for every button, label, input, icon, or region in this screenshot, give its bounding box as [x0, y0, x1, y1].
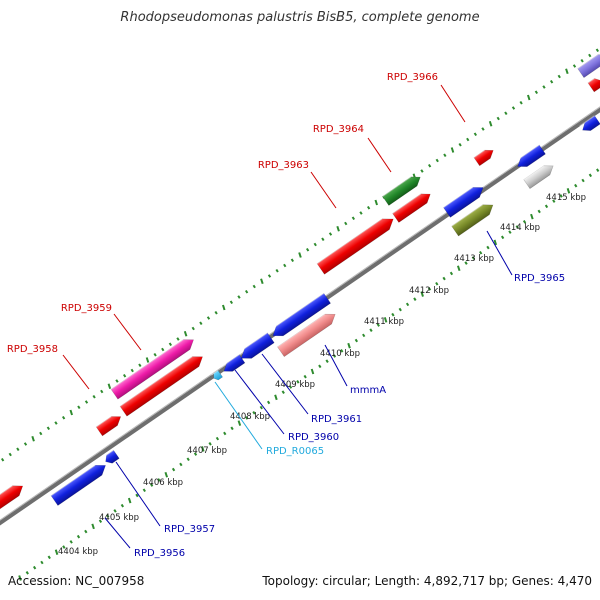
gene-label[interactable]: RPD_3964	[313, 124, 364, 135]
gene-arrow[interactable]	[119, 352, 206, 417]
scale-label: 4404 kbp	[58, 547, 98, 557]
gene-callouts: RPD_3956 RPD_3957 RPD_3958 RPD_3959 RPD_R006…	[7, 72, 565, 559]
gene-arrow-rpd-3959[interactable]	[110, 335, 197, 400]
callout-line	[324, 344, 348, 387]
callout-line	[440, 84, 466, 123]
gene-label[interactable]: RPD_3965	[514, 273, 565, 284]
gene-label[interactable]: RPD_3960	[288, 432, 339, 443]
gene-label[interactable]: RPD_3961	[311, 414, 362, 425]
gene-arrow[interactable]	[269, 292, 331, 340]
scale-label: 4405 kbp	[99, 513, 139, 523]
scale-label: 4414 kbp	[500, 223, 540, 233]
map-title: Rhodopseudomonas palustris BisB5, comple…	[120, 10, 480, 25]
accession-text: Accession: NC_007958	[8, 574, 145, 588]
gene-arrow-rpd-3956[interactable]	[50, 460, 109, 506]
gene-arrow-rpd-3957[interactable]	[102, 449, 120, 466]
gene-features	[0, 54, 600, 526]
callout-line	[104, 517, 131, 549]
genome-summary-text: Topology: circular; Length: 4,892,717 bp…	[262, 574, 592, 588]
gene-arrow-rpd-3963[interactable]	[316, 214, 397, 275]
callout-line	[234, 369, 285, 435]
scale-label: 4415 kbp	[546, 193, 586, 203]
scale-label: 4406 kbp	[143, 478, 183, 488]
callout-line	[115, 461, 161, 527]
scale-labels: 4404 kbp 4405 kbp 4406 kbp 4407 kbp 4408 kbp…	[58, 193, 586, 557]
gene-arrow-mmma[interactable]	[277, 309, 338, 358]
gene-label[interactable]: RPD_3966	[387, 72, 438, 83]
gene-arrow-rpd-3964[interactable]	[382, 173, 424, 206]
gene-arrow-rpd-3966[interactable]	[473, 146, 496, 167]
gene-arrow-rpd-3960[interactable]	[220, 354, 246, 376]
gene-arrow[interactable]	[514, 144, 546, 171]
gene-arrow[interactable]	[392, 190, 434, 223]
callout-line	[261, 353, 309, 415]
gene-arrow-rpd-3958[interactable]	[95, 412, 124, 437]
callout-line	[367, 137, 392, 173]
gene-arrow[interactable]	[587, 76, 600, 93]
gene-arrow[interactable]	[443, 183, 486, 218]
gene-label[interactable]: RPD_3956	[134, 548, 185, 559]
gene-label[interactable]: RPD_3959	[61, 303, 112, 314]
scale-label: 4411 kbp	[364, 317, 404, 327]
callout-line	[113, 313, 142, 351]
scale-label: 4409 kbp	[275, 380, 315, 390]
outer-tick-rail	[0, 48, 600, 462]
gene-label[interactable]: RPD_3957	[164, 524, 215, 535]
gene-arrow[interactable]	[0, 481, 26, 526]
scale-label: 4408 kbp	[230, 412, 270, 422]
gene-label[interactable]: mmmA	[350, 385, 386, 396]
scale-label: 4407 kbp	[187, 446, 227, 456]
callout-line	[214, 381, 263, 450]
gene-arrow-rpd-r0065[interactable]	[211, 369, 223, 381]
gene-label[interactable]: RPD_3963	[258, 160, 309, 171]
scale-label: 4410 kbp	[320, 349, 360, 359]
gene-label[interactable]: RPD_3958	[7, 344, 58, 355]
gene-arrow-rpd-3961[interactable]	[237, 332, 275, 363]
gene-arrow[interactable]	[523, 161, 557, 189]
callout-line	[62, 354, 90, 390]
scale-label: 4413 kbp	[454, 254, 494, 264]
inner-tick-rail	[18, 168, 600, 581]
callout-line	[310, 171, 337, 209]
gene-arrow-rpd-3965[interactable]	[451, 200, 497, 237]
gene-arrow[interactable]	[579, 115, 600, 134]
scale-label: 4412 kbp	[409, 286, 449, 296]
callout-line	[486, 230, 513, 276]
gene-label[interactable]: RPD_R0065	[266, 446, 324, 457]
